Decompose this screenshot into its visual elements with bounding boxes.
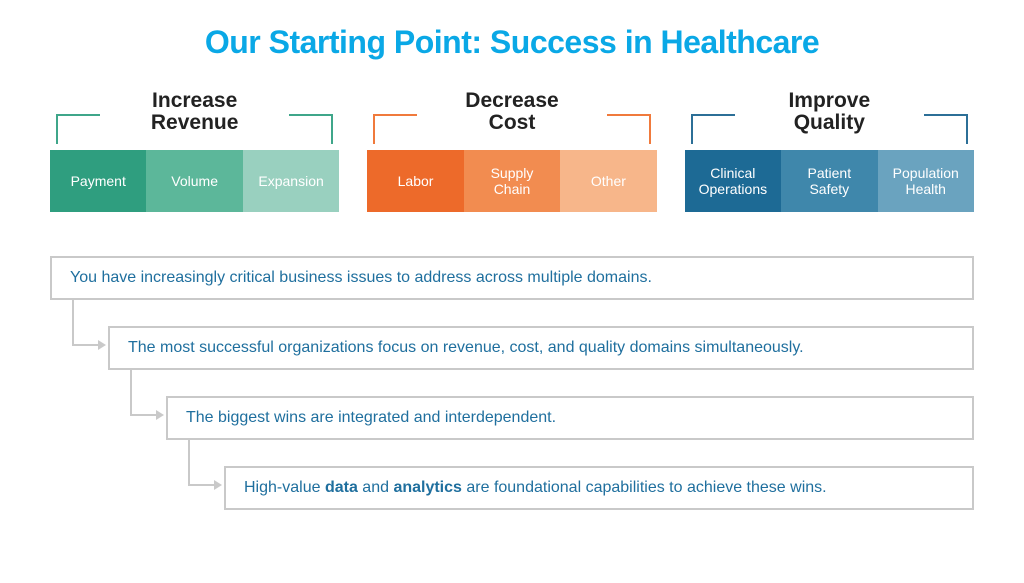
tile-volume: Volume xyxy=(146,150,242,212)
pillars-row: IncreaseRevenue Payment Volume Expansion… xyxy=(50,88,974,212)
connector-arrow-icon xyxy=(130,370,162,416)
bracket-arm-right-icon xyxy=(924,114,968,144)
statement-box: The biggest wins are integrated and inte… xyxy=(166,396,974,440)
tile-patient-safety: PatientSafety xyxy=(781,150,877,212)
bracket-arm-right-icon xyxy=(607,114,651,144)
pillar-quality: ImproveQuality ClinicalOperations Patien… xyxy=(685,88,974,212)
bracket-arm-right-icon xyxy=(289,114,333,144)
slide-title: Our Starting Point: Success in Healthcar… xyxy=(0,24,1024,61)
statement-step: The most successful organizations focus … xyxy=(50,326,974,370)
statement-text: You have increasingly critical business … xyxy=(70,269,652,286)
tile-clinical-operations: ClinicalOperations xyxy=(685,150,781,212)
tile-payment: Payment xyxy=(50,150,146,212)
tile-other: Other xyxy=(560,150,656,212)
connector-arrow-icon xyxy=(72,300,104,346)
statement-step: You have increasingly critical business … xyxy=(50,256,974,300)
tile-supply-chain: SupplyChain xyxy=(464,150,560,212)
pillar-bracket: DecreaseCost xyxy=(373,88,650,144)
statements-cascade: You have increasingly critical business … xyxy=(50,256,974,536)
pillar-tiles: Payment Volume Expansion xyxy=(50,150,339,212)
tile-labor: Labor xyxy=(367,150,463,212)
pillar-revenue: IncreaseRevenue Payment Volume Expansion xyxy=(50,88,339,212)
connector-arrow-icon xyxy=(188,440,220,486)
statement-box: The most successful organizations focus … xyxy=(108,326,974,370)
pillar-cost: DecreaseCost Labor SupplyChain Other xyxy=(367,88,656,212)
statement-box: You have increasingly critical business … xyxy=(50,256,974,300)
slide: Our Starting Point: Success in Healthcar… xyxy=(0,0,1024,583)
statement-text: The most successful organizations focus … xyxy=(128,339,804,356)
statement-text: The biggest wins are integrated and inte… xyxy=(186,409,556,426)
pillar-bracket: ImproveQuality xyxy=(691,88,968,144)
statement-box: High-value data and analytics are founda… xyxy=(224,466,974,510)
statement-step: The biggest wins are integrated and inte… xyxy=(50,396,974,440)
pillar-tiles: ClinicalOperations PatientSafety Populat… xyxy=(685,150,974,212)
tile-expansion: Expansion xyxy=(243,150,339,212)
tile-population-health: PopulationHealth xyxy=(878,150,974,212)
statement-step: High-value data and analytics are founda… xyxy=(50,466,974,510)
pillar-bracket: IncreaseRevenue xyxy=(56,88,333,144)
pillar-tiles: Labor SupplyChain Other xyxy=(367,150,656,212)
statement-text: High-value data and analytics are founda… xyxy=(244,479,827,496)
